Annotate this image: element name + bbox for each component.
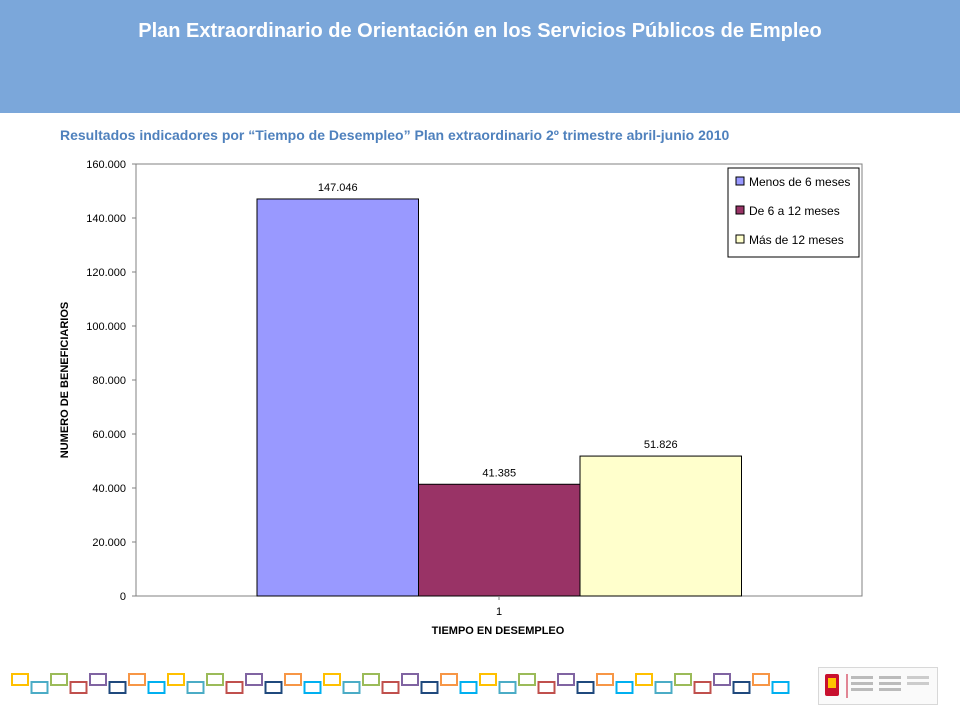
y-tick-label: 120.000 [86,267,126,279]
x-tick-label: 1 [496,606,502,618]
y-axis-label: NUMERO DE BENEFICIARIOS [59,302,71,458]
y-tick-label: 160.000 [86,159,126,171]
chart-subtitle: Resultados indicadores por “Tiempo de De… [60,127,730,143]
y-axis-ticks: 0 20.000 40.000 60.000 80.000 100.000 120.000 1… [86,159,136,603]
bar-2 [418,483,581,597]
bar-1 [256,198,419,597]
bar-value-label: 51.826 [644,439,678,451]
legend-swatch [735,205,745,215]
y-tick-label: 0 [120,591,126,603]
legend-swatch [735,234,745,244]
legend: Menos de 6 meses De 6 a 12 meses Más de 12… [727,167,860,258]
legend-items: Menos de 6 meses De 6 a 12 meses Más de 12… [735,175,850,247]
legend-box [727,167,860,258]
bar-3 [579,455,742,597]
legend-swatch [735,176,745,186]
y-tick-label: 100.000 [86,321,126,333]
y-tick-label: 60.000 [92,429,126,441]
y-tick-label: 80.000 [92,375,126,387]
bar-chart: 0 20.000 40.000 60.000 80.000 100.000 120.000 1… [59,159,863,637]
bar-value-label: 41.385 [482,467,516,479]
legend-label: Más de 12 meses [749,233,844,247]
page-title: Plan Extraordinario de Orientación en lo… [138,20,822,42]
government-logo [818,667,938,705]
title-bar: Plan Extraordinario de Orientación en lo… [0,0,960,113]
coat-of-arms-icon [825,674,929,698]
y-tick-label: 140.000 [86,213,126,225]
bar-series: 147.046 41.385 51.826 [256,182,742,600]
y-tick-label: 20.000 [92,537,126,549]
y-tick-label: 40.000 [92,483,126,495]
legend-label: De 6 a 12 meses [749,204,840,218]
chain-decoration [11,673,790,694]
legend-label: Menos de 6 meses [749,175,850,189]
x-axis-label: TIEMPO EN DESEMPLEO [432,625,565,637]
bar-value-label: 147.046 [318,182,358,194]
